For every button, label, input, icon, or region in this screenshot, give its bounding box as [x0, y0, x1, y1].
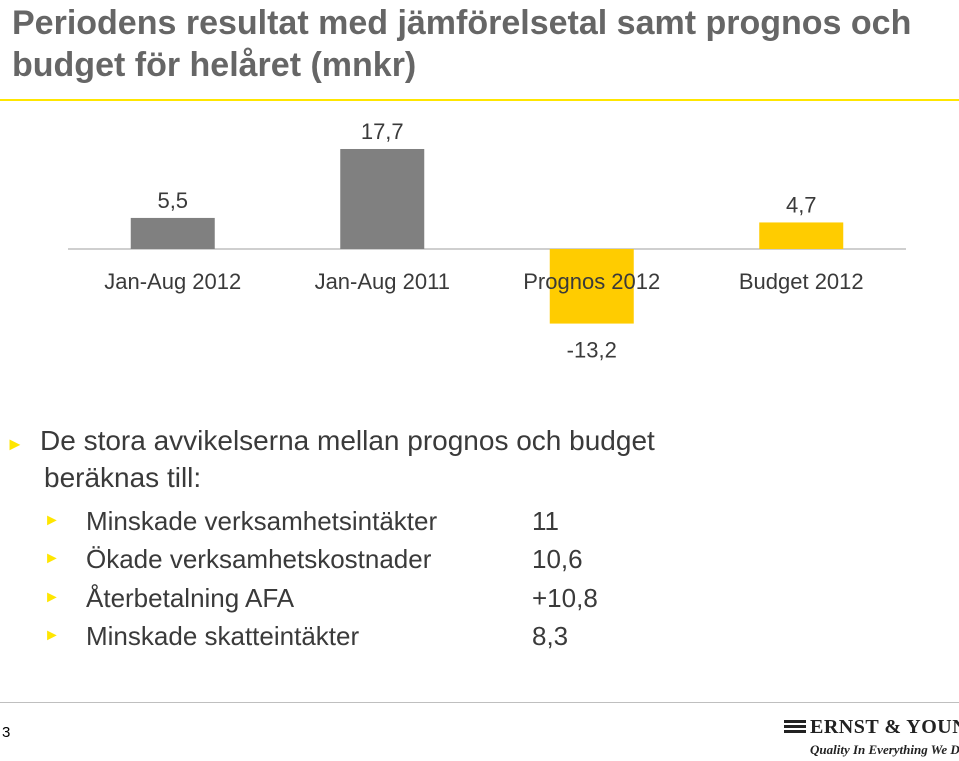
- sub-bullet-arrow-icon: ►: [44, 512, 60, 529]
- category-label: Jan-Aug 2011: [315, 269, 450, 294]
- sub-bullet-value: +10,8: [532, 583, 598, 613]
- sub-bullet-value: 10,6: [532, 544, 583, 574]
- bar: [549, 249, 634, 324]
- sub-bullet-value: 8,3: [532, 621, 569, 651]
- category-label: Prognos 2012: [523, 269, 660, 294]
- sub-bullet-arrow-icon: ►: [44, 627, 60, 644]
- bar: [759, 222, 844, 249]
- bar: [340, 148, 425, 249]
- data-label: 17,7: [361, 119, 404, 144]
- sub-bullet-arrow-icon: ►: [44, 550, 60, 567]
- bullet-main: ► De stora avvikelserna mellan prognos oc…: [6, 424, 936, 461]
- sub-bullet-label: Minskade verksamhetsintäkter: [86, 506, 438, 536]
- sub-bullet-label: Återbetalning AFA: [86, 583, 295, 613]
- ernst-young-logo: ERNST & YOUNG Quality In Everything We D…: [784, 716, 959, 758]
- data-label: 4,7: [786, 192, 817, 217]
- sub-bullet-arrow-icon: ►: [44, 589, 60, 606]
- footer-divider: [0, 702, 959, 703]
- data-label: 5,5: [157, 188, 188, 213]
- bar: [130, 217, 215, 249]
- title-divider: [0, 99, 959, 101]
- result-bar-chart: Jan-Aug 2012 Jan-Aug 2011 Prognos 2012 Budg…: [68, 119, 906, 363]
- logo-tagline: Quality In Everything We Do: [810, 742, 959, 757]
- bullet-main-text: De stora avvikelserna mellan prognos och…: [40, 425, 655, 456]
- data-label: -13,2: [567, 338, 617, 363]
- bullet-arrow-icon: ►: [6, 434, 24, 454]
- category-label: Jan-Aug 2012: [104, 269, 241, 294]
- logo-name: ERNST & YOUNG: [810, 716, 959, 738]
- bullet-list: ► De stora avvikelserna mellan prognos oc…: [6, 424, 936, 495]
- bullet-main-continuation: beräknas till:: [44, 462, 202, 493]
- logo-bars-icon: [784, 720, 806, 736]
- sub-bullet-value: 11: [532, 506, 559, 536]
- page-number: 3: [2, 724, 11, 741]
- sub-bullet-label: Ökade verksamhetskostnader: [86, 544, 432, 574]
- page-title: Periodens resultat med jämförelsetal sam…: [12, 4, 912, 84]
- sub-bullet-label: Minskade skatteintäkter: [86, 621, 360, 651]
- category-label: Budget 2012: [739, 269, 864, 294]
